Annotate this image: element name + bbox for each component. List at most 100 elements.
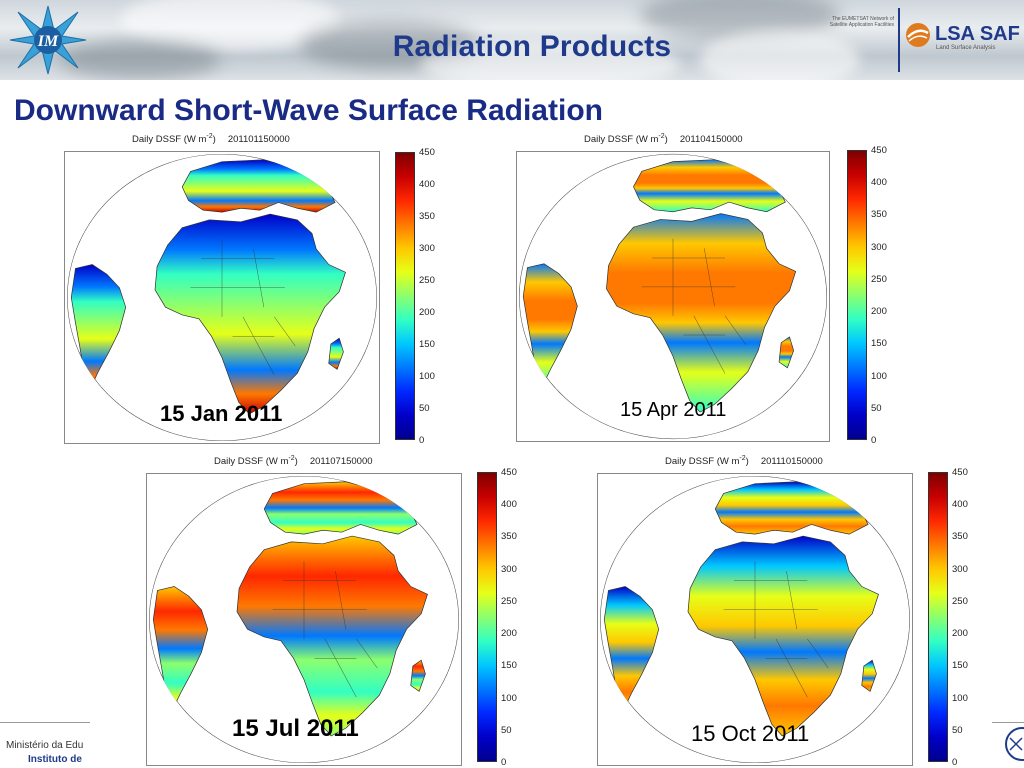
panel-header: Daily DSSF (W m-2) 201107150000 [214,455,373,467]
colorbar-tick-label: 200 [871,306,887,318]
colorbar-tick-label: 350 [419,211,435,222]
panel-header: Daily DSSF (W m-2) 201104150000 [584,133,743,145]
landmass-madagascar [778,336,795,369]
footer-logo-icon [1005,727,1024,761]
footer-ministry-text: Ministério da Edu [6,740,84,751]
panel-header-timestamp: 201110150000 [760,456,823,468]
date-label: 15 Jul 2011 [232,715,359,742]
landmass-south-america [522,263,578,388]
map-frame [64,151,380,444]
lsa-logo-subtitle: Land Surface Analysis [936,45,996,51]
date-label: 15 Oct 2011 [691,721,810,746]
colorbar-tick-label: 450 [952,467,968,478]
landmass-madagascar [410,659,426,692]
lsa-saf-logo: LSA SAF Land Surface Analysis [905,20,1020,54]
colorbar-tick-label: 50 [952,724,963,736]
panel-header-close: ) [745,456,749,468]
landmass-africa [687,535,879,737]
colorbar [847,150,867,440]
colorbar-tick-label: 100 [419,371,435,382]
panel-header-timestamp: 201101150000 [227,134,290,146]
panel-header-unit-exponent: -2 [658,133,665,140]
panel-header-close: ) [212,134,216,146]
panel-header-unit-exponent: -2 [739,455,746,462]
colorbar-tick-label: 300 [419,243,435,254]
banner-title: Radiation Products [392,30,672,63]
panel-header-label: Daily DSSF (W m [584,134,659,146]
landmass-africa [154,213,346,415]
colorbar-tick-label: 100 [871,370,887,382]
panel-header-label: Daily DSSF (W m [214,456,289,468]
logo-divider [898,8,900,72]
colorbar-tick-label: 100 [952,692,968,704]
panel-header-label: Daily DSSF (W m [665,456,740,468]
landmass-madagascar [861,659,877,692]
footer-divider-right [992,722,1024,723]
dssf-globe-map [67,153,377,442]
colorbar-tick-label: 50 [871,402,882,414]
country-borders [190,239,296,376]
footer-divider [0,722,90,723]
landmass-madagascar [328,337,344,370]
im-logo-icon: IM [9,5,87,75]
landmass-africa [236,535,428,737]
slide-title: Downward Short-Wave Surface Radiation [14,94,603,127]
dssf-globe-map [600,475,910,764]
map-frame [146,473,462,766]
map-panel-apr: Daily DSSF (W m-2) 201104150000 450 400 350 3… [516,133,888,458]
colorbar-tick-label: 200 [952,628,968,640]
colorbar-tick-label: 0 [871,435,877,446]
colorbar-tick-label: 250 [419,275,435,286]
country-borders [641,238,747,374]
panel-header-label: Daily DSSF (W m [132,134,207,146]
colorbar-tick-label: 250 [871,273,887,285]
colorbar-tick-label: 150 [871,338,887,350]
colorbar-tick-label: 400 [419,179,435,190]
lsa-logo-text: LSA SAF [935,23,1020,45]
map-frame [516,151,830,442]
map-panel-jul: Daily DSSF (W m-2) 201107150000 450 400 350 3… [146,455,518,768]
colorbar-tick-label: 150 [501,660,517,672]
colorbar-tick-label: 50 [501,724,512,736]
panel-header-close: ) [294,456,298,468]
panel-header-unit-exponent: -2 [206,133,213,140]
colorbar-tick-label: 50 [419,403,430,414]
colorbar [395,152,415,440]
colorbar-tick-label: 450 [501,467,517,478]
footer-institute-text: Instituto de [28,754,82,765]
colorbar-tick-label: 400 [871,177,887,189]
map-frame [597,473,913,766]
panel-header: Daily DSSF (W m-2) 201110150000 [665,455,823,467]
colorbar-tick-label: 0 [419,435,425,446]
partner-note: The EUMETSAT Network of Satellite Applic… [829,16,894,28]
colorbar-tick-label: 250 [501,595,517,607]
landmass-europe [714,481,869,535]
colorbar-tick-label: 350 [871,209,887,221]
colorbar-tick-label: 350 [501,531,517,543]
landmass-europe [263,481,418,535]
dssf-globe-map [149,475,459,764]
landmass-south-america [70,264,127,390]
dssf-globe-map [519,153,827,440]
panel-header: Daily DSSF (W m-2) 201101150000 [132,133,290,145]
date-label: 15 Jan 2011 [160,401,283,426]
colorbar [477,472,497,762]
panel-header-timestamp: 201104150000 [679,134,743,146]
landmass-south-america [603,586,660,712]
country-borders [723,561,829,698]
colorbar-tick-label: 200 [501,628,517,640]
colorbar-tick-label: 300 [952,563,968,575]
colorbar-tick-label: 350 [952,531,968,543]
date-label: 15 Apr 2011 [620,399,727,421]
panel-header-unit-exponent: -2 [288,455,295,462]
colorbar-tick-label: 300 [871,241,887,253]
panel-header-close: ) [664,134,668,146]
landmass-south-america [152,586,209,712]
colorbar-tick-label: 0 [501,757,507,768]
svg-text:IM: IM [37,33,59,50]
map-panel-oct: Daily DSSF (W m-2) 201110150000 450 400 350 3… [597,455,969,768]
colorbar-tick-label: 100 [501,692,517,704]
colorbar-tick-label: 400 [952,499,968,511]
colorbar-tick-label: 0 [952,757,958,768]
landmass-europe [633,159,786,213]
